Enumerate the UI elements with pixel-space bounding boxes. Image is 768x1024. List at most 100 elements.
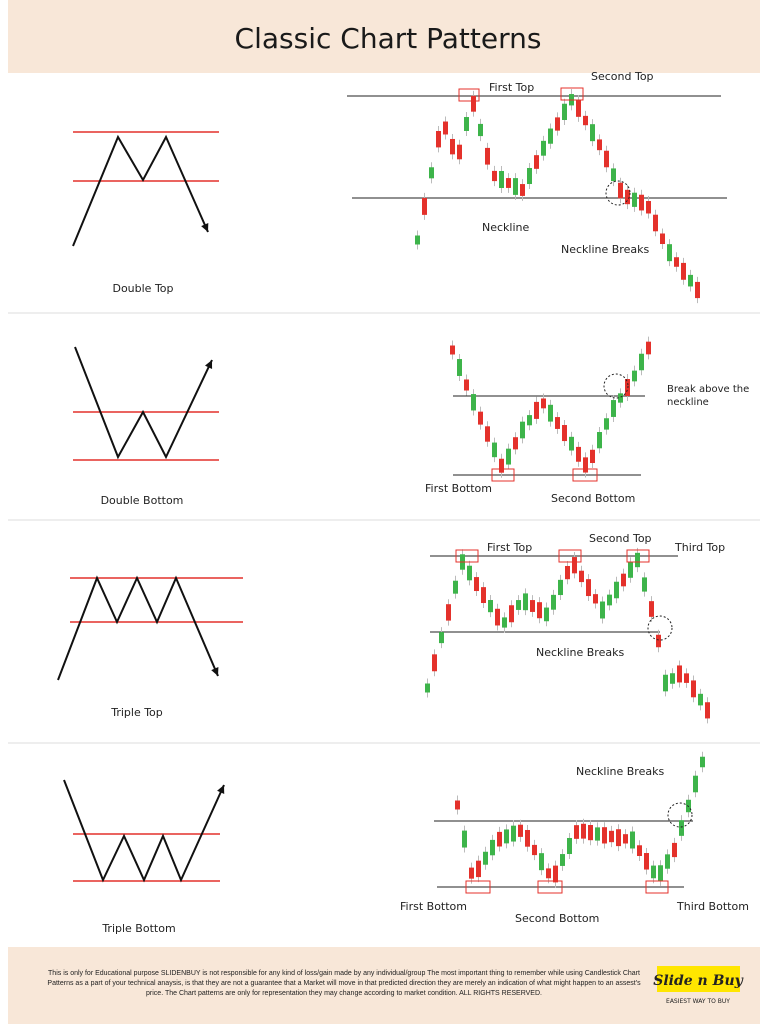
arrow-head [201,223,209,232]
candle [677,665,682,683]
candle [462,830,467,848]
candle [453,580,458,594]
candle [588,825,593,841]
candle [625,189,630,205]
candle [471,95,476,112]
candle [485,147,490,165]
candle [422,197,427,215]
candle [436,130,441,148]
candle [457,144,462,160]
break-circle [603,373,629,399]
annotation: Third Top [674,541,725,554]
candle [611,168,616,182]
annotation: First Top [487,541,532,554]
candle [560,854,565,866]
candle [443,121,448,135]
marker-box [537,880,563,894]
candle [548,404,553,422]
candle [639,353,644,371]
candle [660,233,665,245]
candle [497,831,502,847]
arrow-head [211,667,219,676]
tagline: EASIEST WAY TO BUY [666,998,730,1005]
candle [555,117,560,131]
marker-box [455,549,479,563]
candle [583,115,588,126]
candle [488,600,493,613]
candle [684,673,689,683]
candle [576,446,581,462]
logo-box [657,966,740,992]
marker-box [558,549,582,563]
candle [600,601,605,619]
candle [492,442,497,458]
candle [695,281,700,299]
candle [429,167,434,179]
annotation: Neckline [482,221,529,234]
candle [681,262,686,280]
candle [532,844,537,856]
candle [492,170,497,182]
candle [693,775,698,793]
candle [495,608,500,626]
candle [476,860,481,878]
candle [527,167,532,185]
title: Classic Chart Patterns [235,22,542,55]
candle [499,171,504,188]
candle [530,600,535,612]
candle [527,415,532,426]
candle [597,432,602,449]
break-circle [605,180,631,206]
candle [646,341,651,355]
pattern-name: Triple Top [110,706,163,719]
candle [597,139,602,151]
candle [609,830,614,843]
candle [593,594,598,604]
candle [614,581,619,599]
candle [474,577,479,592]
candle [581,823,586,839]
candle [546,868,551,879]
candle [653,214,658,232]
candle [663,674,668,692]
candle [574,825,579,839]
candle [618,393,623,403]
candle [665,854,670,869]
candle [504,829,509,844]
candle [432,654,437,672]
pattern-drawings [57,87,727,894]
candle [446,604,451,621]
annotation: Neckline Breaks [576,765,664,778]
candle [644,853,649,870]
candle [471,394,476,411]
candle [513,437,518,450]
candle [639,194,644,211]
candle [674,257,679,267]
candle [558,579,563,596]
candle [658,865,663,881]
candle [537,602,542,619]
candle [576,99,581,117]
candle [651,865,656,879]
marker-box [626,549,650,563]
candle [604,150,609,168]
annotation: First Bottom [425,482,492,495]
price-path [74,346,213,460]
candle [649,601,654,617]
candle [562,103,567,121]
candle [607,594,612,606]
arrow-head [204,360,213,369]
candle [439,632,444,644]
footer-band [8,947,760,1024]
candle [670,673,675,684]
logo: Slide n Buy [653,973,743,989]
price-path [63,779,225,883]
candle [457,359,462,376]
candle [518,824,523,837]
candle [583,457,588,473]
candle [567,837,572,855]
candle [611,400,616,417]
candle [579,570,584,583]
